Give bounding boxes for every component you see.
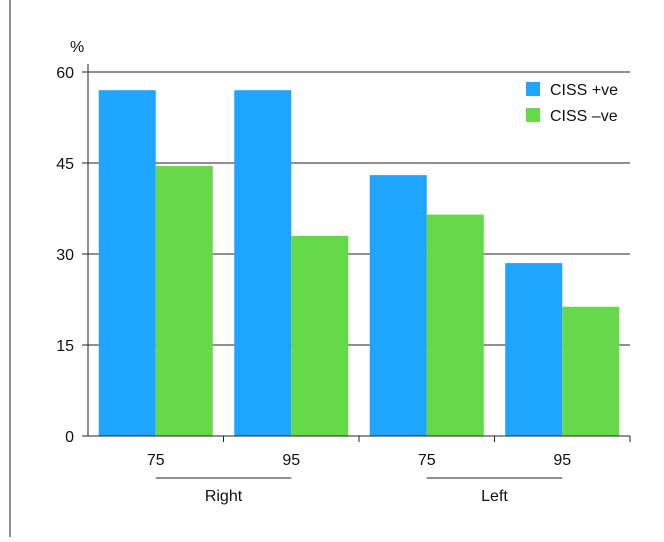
x-tick-label: 75: [418, 452, 436, 469]
bar-ciss-positive: [98, 90, 156, 436]
bar-ciss-positive: [369, 175, 427, 436]
bar-ciss-negative: [155, 166, 213, 437]
y-tick-label: 15: [56, 338, 74, 355]
y-tick-label: 45: [56, 156, 74, 173]
axes: 0 15 30 45 60 75 95 75 95 Right Left: [56, 64, 631, 505]
bar-ciss-positive: [234, 90, 292, 436]
y-tick-label: 30: [56, 247, 74, 264]
y-tick-label: 60: [56, 65, 74, 82]
legend-label: CISS +ve: [550, 82, 618, 99]
x-tick-label: 95: [282, 452, 300, 469]
group-label: Right: [205, 488, 243, 505]
group-label: Left: [481, 488, 508, 505]
legend: CISS +ve CISS –ve: [526, 82, 618, 125]
legend-swatch: [526, 82, 540, 96]
legend-label: CISS –ve: [550, 108, 618, 125]
x-tick-label: 95: [553, 452, 571, 469]
x-tick-label: 75: [147, 452, 165, 469]
bars: [98, 90, 620, 437]
bar-ciss-negative: [291, 235, 349, 436]
bar-ciss-negative: [562, 306, 620, 436]
y-axis-label: %: [70, 39, 84, 56]
legend-swatch: [526, 108, 540, 122]
y-tick-label: 0: [65, 429, 74, 446]
bar-ciss-positive: [505, 263, 563, 436]
bar-ciss-negative: [426, 214, 484, 436]
